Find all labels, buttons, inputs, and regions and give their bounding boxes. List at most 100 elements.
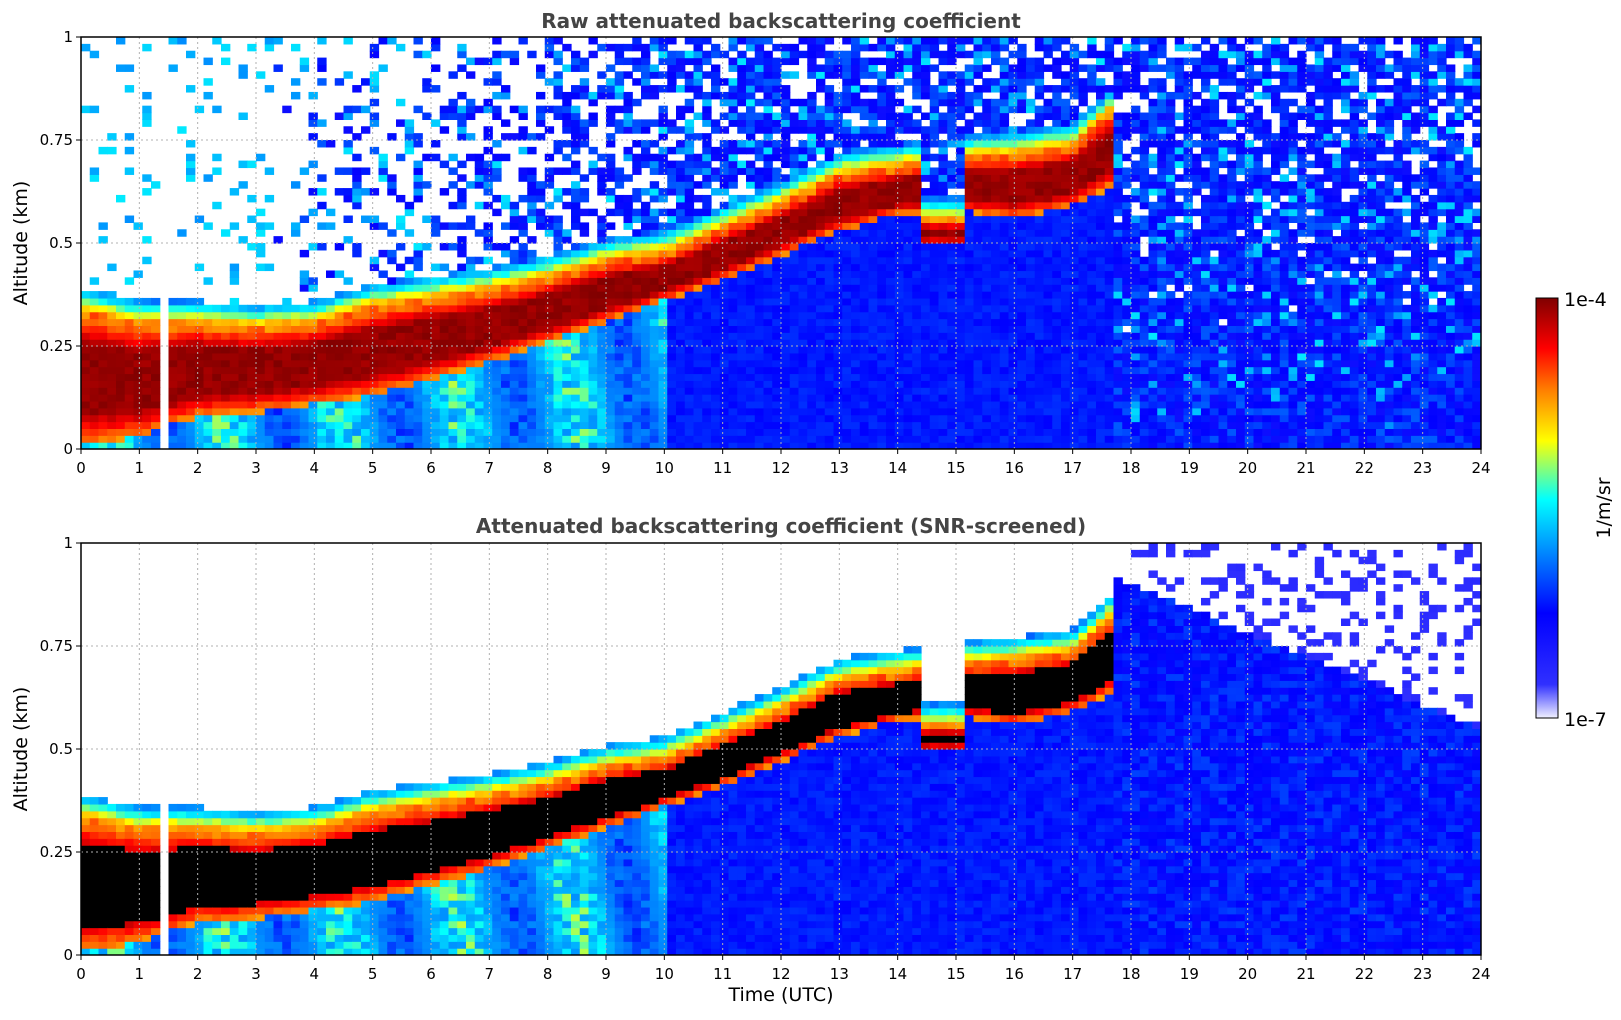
heatmap-cell	[1034, 222, 1045, 230]
heatmap-cell	[1052, 140, 1062, 148]
heatmap-cell	[807, 236, 817, 244]
heatmap-cell	[649, 243, 660, 251]
heatmap-cell	[238, 346, 248, 354]
heatmap-cell	[632, 194, 642, 203]
heatmap-cell	[798, 325, 808, 333]
heatmap-cell	[378, 167, 388, 175]
heatmap-cell	[641, 394, 651, 402]
heatmap-cell	[544, 105, 555, 114]
heatmap-cell	[824, 57, 835, 66]
heatmap-cell	[807, 339, 817, 347]
heatmap-cell	[702, 174, 712, 182]
heatmap-cell	[824, 428, 835, 436]
heatmap-cell	[641, 160, 651, 169]
heatmap-cell	[448, 222, 458, 230]
heatmap-cell	[719, 112, 730, 120]
heatmap-cell	[466, 346, 476, 354]
heatmap-cell	[851, 229, 861, 237]
heatmap-cell	[369, 414, 380, 423]
heatmap-cell	[711, 167, 721, 175]
heatmap-cell	[1087, 181, 1097, 189]
heatmap-cell	[1061, 407, 1071, 416]
heatmap-cell	[964, 325, 975, 333]
heatmap-cell	[431, 284, 441, 292]
heatmap-cell	[1087, 194, 1097, 203]
heatmap-cell	[177, 428, 187, 436]
heatmap-cell	[1026, 160, 1036, 169]
heatmap-cell	[982, 167, 992, 175]
heatmap-cell	[168, 346, 178, 354]
heatmap-cell	[509, 304, 520, 313]
heatmap-cell	[1026, 236, 1036, 244]
heatmap-cell	[431, 407, 441, 416]
heatmap-cell	[999, 174, 1010, 182]
heatmap-cell	[763, 277, 773, 285]
heatmap-cell	[877, 428, 887, 436]
heatmap-cell	[579, 442, 590, 449]
heatmap-cell	[693, 43, 703, 52]
heatmap-cell	[781, 222, 791, 230]
heatmap-cell	[282, 352, 292, 361]
heatmap-cell	[264, 332, 275, 340]
heatmap-cell	[728, 304, 738, 313]
heatmap-cell	[912, 284, 922, 292]
heatmap-cell	[964, 188, 975, 196]
heatmap-cell	[737, 387, 747, 395]
heatmap-cell	[1034, 37, 1045, 45]
heatmap-cell	[851, 201, 861, 210]
heatmap-cell	[658, 208, 668, 217]
heatmap-cell	[606, 105, 616, 114]
heatmap-cell	[89, 352, 100, 361]
heatmap-cell	[816, 291, 826, 299]
heatmap-cell	[851, 133, 861, 141]
heatmap-cell	[212, 359, 222, 368]
heatmap-cell	[763, 146, 773, 155]
heatmap-cell	[509, 442, 520, 449]
heatmap-cell	[466, 181, 476, 189]
heatmap-cell	[1034, 311, 1045, 320]
heatmap-cell	[1087, 291, 1097, 299]
heatmap-cell	[912, 160, 922, 169]
heatmap-cell	[221, 414, 231, 423]
heatmap-cell	[816, 174, 826, 182]
heatmap-cell	[501, 400, 511, 409]
heatmap-cell	[754, 346, 765, 354]
heatmap-cell	[1069, 297, 1080, 306]
heatmap-cell	[483, 229, 493, 237]
heatmap-cell	[1052, 339, 1062, 347]
heatmap-cell	[623, 43, 633, 52]
heatmap-cell	[264, 43, 275, 52]
heatmap-cell	[719, 256, 730, 265]
heatmap-cell	[973, 167, 983, 175]
heatmap-cell	[772, 380, 782, 388]
heatmap-cell	[746, 277, 756, 285]
heatmap-cell	[824, 270, 835, 278]
heatmap-cell	[518, 407, 528, 416]
heatmap-cell	[177, 339, 187, 347]
heatmap-cell	[754, 153, 765, 162]
heatmap-cell	[317, 201, 327, 210]
heatmap-cell	[649, 256, 660, 265]
heatmap-cell	[1078, 366, 1088, 375]
heatmap-cell	[1061, 50, 1071, 59]
heatmap-cell	[676, 380, 686, 388]
heatmap-cell	[256, 332, 266, 340]
heatmap-cell	[982, 332, 992, 340]
heatmap-cell	[772, 318, 782, 326]
heatmap-cell	[1052, 112, 1062, 120]
heatmap-cell	[256, 249, 266, 258]
heatmap-cell	[221, 325, 231, 333]
heatmap-cell	[1026, 140, 1036, 148]
heatmap-cell	[658, 167, 668, 175]
heatmap-cell	[553, 277, 563, 285]
heatmap-cell	[492, 380, 502, 388]
heatmap-cell	[903, 119, 913, 127]
heatmap-cell	[378, 352, 388, 361]
heatmap-cell	[422, 311, 432, 320]
heatmap-cell	[833, 318, 843, 326]
heatmap-cell	[1043, 146, 1053, 155]
heatmap-cell	[702, 394, 712, 402]
heatmap-cell	[772, 421, 782, 429]
heatmap-cell	[728, 119, 738, 127]
heatmap-cell	[781, 85, 791, 93]
